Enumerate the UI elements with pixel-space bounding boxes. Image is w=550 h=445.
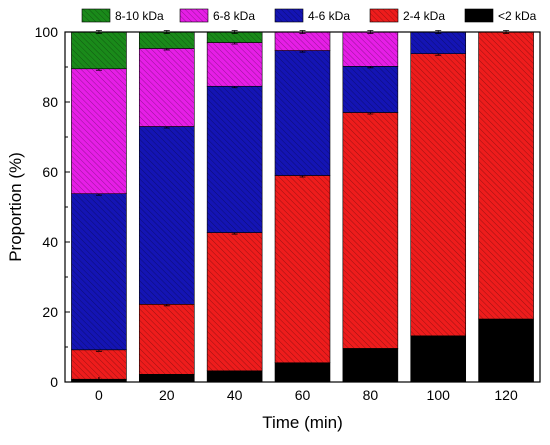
x-tick-label-40: 40 [227,387,243,403]
legend-label-2-4-kda: 2-4 kDa [403,9,445,23]
bar-6-8-kda-t60 [274,31,331,51]
legend-swatch-4-6-kda [274,8,304,23]
y-tick-label-20: 20 [42,304,58,320]
x-tick-label-20: 20 [159,387,175,403]
bar-4-6-kda-t20 [138,126,195,305]
x-tick-label-80: 80 [363,387,379,403]
legend-label-6-8-kda: 6-8 kDa [213,9,255,23]
x-tick-label-60: 60 [295,387,311,403]
bar-lt2-kda-t100 [410,335,467,383]
x-axis-title: Time (min) [262,413,343,432]
bar-6-8-kda-t40 [206,42,263,87]
y-tick-label-0: 0 [50,374,58,390]
bars-layer [71,30,534,383]
legend-label-8-10-kda: 8-10 kDa [115,9,164,23]
y-tick-label-40: 40 [42,234,58,250]
bar-4-6-kda-t100 [410,31,467,55]
ticks-layer: 0 20 40 60 80 100 0 20 40 60 80 100 120 [35,24,518,403]
bar-2-4-kda-t60 [274,175,331,364]
legend-item-lt2-kda: <2 kDa [464,8,537,23]
x-tick-label-100: 100 [427,387,451,403]
bar-lt2-kda-t80 [342,348,399,383]
bar-2-4-kda-t120 [478,31,534,320]
bar-8-10-kda-t20 [138,31,195,49]
y-tick-label-60: 60 [42,164,58,180]
legend-swatch-6-8-kda [179,8,209,23]
bar-6-8-kda-t20 [138,48,195,127]
bar-4-6-kda-t0 [71,193,127,351]
legend-swatch-2-4-kda [369,8,399,23]
bar-6-8-kda-t0 [71,68,127,194]
bar-lt2-kda-t120 [478,318,534,383]
bar-2-4-kda-t80 [342,112,399,349]
legend-item-6-8-kda: 6-8 kDa [179,8,255,23]
x-tick-label-120: 120 [494,387,518,403]
x-tick-label-0: 0 [95,387,103,403]
legend-swatch-8-10-kda [81,8,111,23]
legend: 8-10 kDa 6-8 kDa 4-6 kDa 2-4 kDa <2 kDa [81,8,537,23]
legend-label-lt2-kda: <2 kDa [498,9,537,23]
bar-4-6-kda-t80 [342,66,399,113]
bar-8-10-kda-t0 [71,31,127,70]
bar-4-6-kda-t40 [206,85,263,233]
legend-item-4-6-kda: 4-6 kDa [274,8,350,23]
legend-item-8-10-kda: 8-10 kDa [81,8,164,23]
y-tick-label-80: 80 [42,94,58,110]
legend-label-4-6-kda: 4-6 kDa [308,9,350,23]
bar-4-6-kda-t60 [274,50,331,176]
y-tick-label-100: 100 [35,24,59,40]
bar-2-4-kda-t40 [206,232,263,372]
bar-2-4-kda-t0 [71,349,127,380]
y-axis-title: Proportion (%) [6,152,25,262]
bar-6-8-kda-t80 [342,31,399,67]
legend-swatch-lt2-kda [464,8,494,23]
bar-2-4-kda-t20 [138,303,195,375]
legend-item-2-4-kda: 2-4 kDa [369,8,445,23]
bar-2-4-kda-t100 [410,53,467,337]
